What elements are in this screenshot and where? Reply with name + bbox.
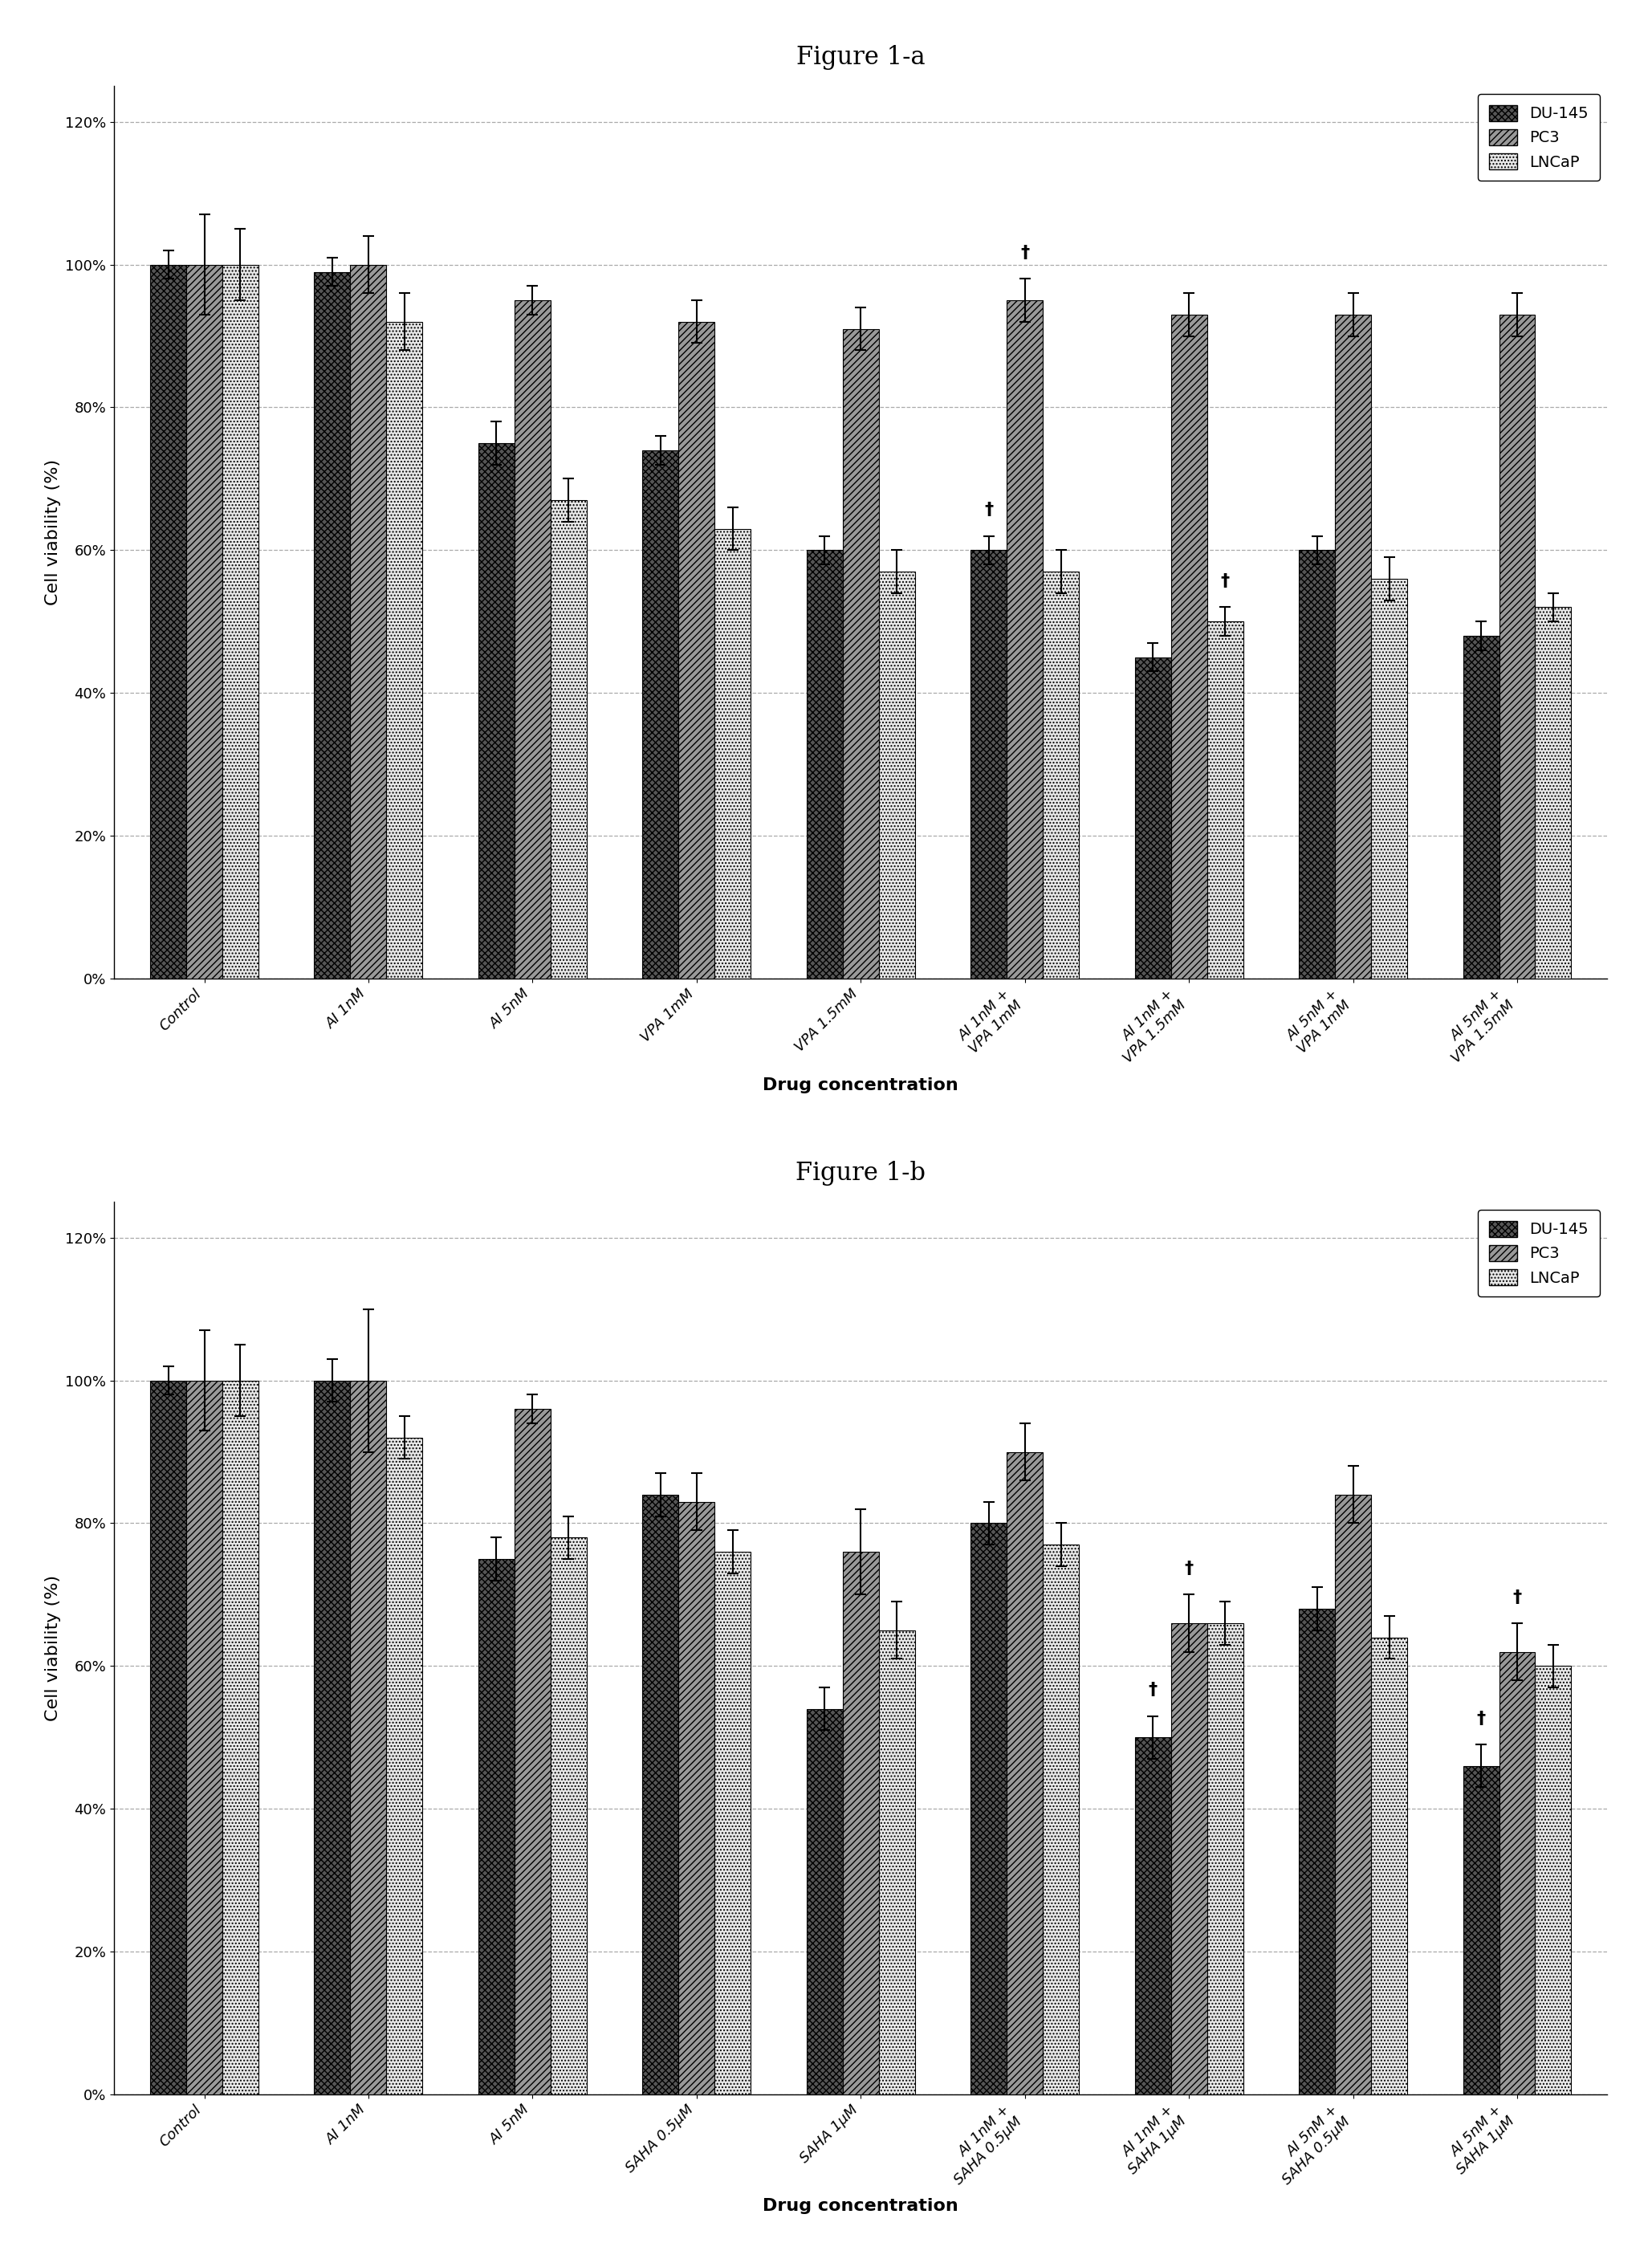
Bar xyxy=(1371,578,1408,978)
Bar xyxy=(479,443,514,978)
Bar xyxy=(387,1437,423,2094)
Bar xyxy=(806,1708,843,2094)
Bar xyxy=(643,450,679,978)
Bar xyxy=(1006,1453,1042,2094)
Bar xyxy=(1135,657,1171,978)
Bar xyxy=(1371,1638,1408,2094)
Text: †: † xyxy=(1513,1590,1521,1606)
Bar xyxy=(223,264,258,978)
Bar xyxy=(479,1559,514,2094)
Bar xyxy=(679,321,715,978)
Bar xyxy=(187,1380,223,2094)
Legend: DU-145, PC3, LNCaP: DU-145, PC3, LNCaP xyxy=(1479,1211,1599,1297)
Bar xyxy=(150,1380,187,2094)
Bar xyxy=(387,321,423,978)
Bar xyxy=(150,264,187,978)
Bar xyxy=(1298,551,1335,978)
X-axis label: Drug concentration: Drug concentration xyxy=(763,2198,958,2214)
Bar xyxy=(971,1523,1006,2094)
Bar xyxy=(879,572,915,978)
Y-axis label: Cell viability (%): Cell viability (%) xyxy=(45,459,61,605)
Bar xyxy=(1298,1608,1335,2094)
Bar xyxy=(187,264,223,978)
Text: †: † xyxy=(1184,1561,1193,1577)
Bar xyxy=(1042,572,1079,978)
Bar xyxy=(715,1552,750,2094)
Bar xyxy=(350,1380,387,2094)
Bar xyxy=(1171,1624,1208,2094)
Bar xyxy=(1335,314,1371,978)
Text: †: † xyxy=(985,501,993,517)
Bar xyxy=(1208,1624,1242,2094)
Bar xyxy=(350,264,387,978)
Bar xyxy=(806,551,843,978)
Bar xyxy=(643,1495,679,2094)
Bar xyxy=(550,1538,586,2094)
Bar xyxy=(1006,300,1042,978)
Bar xyxy=(1135,1737,1171,2094)
Bar xyxy=(715,529,750,978)
Bar xyxy=(550,499,586,978)
Bar xyxy=(1042,1545,1079,2094)
Bar xyxy=(314,1380,350,2094)
Bar xyxy=(843,1552,879,2094)
Bar xyxy=(1498,314,1535,978)
Bar xyxy=(1464,635,1498,978)
Bar xyxy=(971,551,1006,978)
Text: †: † xyxy=(1148,1683,1158,1699)
Bar xyxy=(1335,1495,1371,2094)
Bar xyxy=(223,1380,258,2094)
Bar xyxy=(1535,608,1571,978)
Bar xyxy=(514,1410,550,2094)
Title: Figure 1-b: Figure 1-b xyxy=(796,1161,925,1186)
Bar xyxy=(879,1631,915,2094)
Bar xyxy=(843,330,879,978)
Bar xyxy=(1208,621,1242,978)
Y-axis label: Cell viability (%): Cell viability (%) xyxy=(45,1575,61,1721)
Bar xyxy=(1171,314,1208,978)
Title: Figure 1-a: Figure 1-a xyxy=(796,45,925,70)
Legend: DU-145, PC3, LNCaP: DU-145, PC3, LNCaP xyxy=(1479,95,1599,181)
Text: †: † xyxy=(1021,244,1029,262)
Bar xyxy=(314,271,350,978)
Bar xyxy=(679,1502,715,2094)
Text: †: † xyxy=(1221,574,1229,590)
Bar xyxy=(1535,1665,1571,2094)
X-axis label: Drug concentration: Drug concentration xyxy=(763,1078,958,1093)
Text: †: † xyxy=(1477,1710,1485,1726)
Bar xyxy=(514,300,550,978)
Bar xyxy=(1464,1767,1498,2094)
Bar xyxy=(1498,1651,1535,2094)
